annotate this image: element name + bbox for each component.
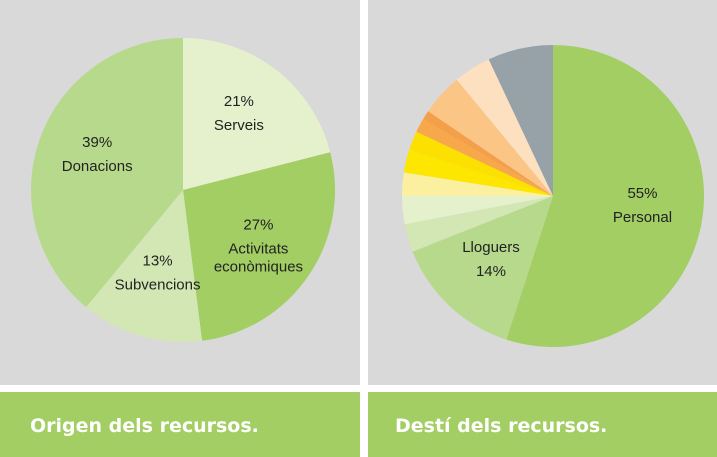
pie-slice: [456, 59, 553, 196]
pie-slice: [428, 79, 553, 196]
pie-slice: [403, 149, 553, 196]
pie-slice: [423, 111, 553, 196]
pie-slice: [404, 196, 553, 252]
pie-slice: [86, 190, 203, 342]
data-label: 21%: [224, 93, 254, 110]
slice-label: Activitats econòmiques: [214, 240, 303, 275]
pie-slice: [402, 196, 553, 225]
data-label: 27%: [243, 216, 273, 233]
slice-label: Personal: [613, 209, 672, 226]
data-label: 13%: [143, 253, 173, 270]
chart-title: Destí dels recursos.: [395, 415, 607, 437]
caption-bar: [368, 392, 717, 457]
slice-label: Serveis: [214, 117, 264, 134]
data-label: 14%: [476, 263, 506, 280]
pie-slice: [402, 172, 553, 196]
caption-bar: [0, 392, 360, 457]
pie-slice: [409, 131, 553, 196]
slice-label: Subvencions: [115, 277, 201, 294]
slice-label: Lloguers: [462, 239, 520, 256]
chart-title: Origen dels recursos.: [30, 415, 259, 437]
data-label: 39%: [82, 134, 112, 151]
pie-slice: [416, 119, 553, 196]
pie-slice: [31, 38, 184, 308]
pie-slice: [412, 196, 553, 340]
pie-slice: [183, 38, 331, 190]
pie-slice: [183, 152, 335, 341]
data-label: 55%: [627, 185, 657, 202]
slice-label: Donacions: [62, 158, 133, 175]
pie-slice: [506, 45, 705, 347]
pie-slice: [488, 45, 553, 196]
